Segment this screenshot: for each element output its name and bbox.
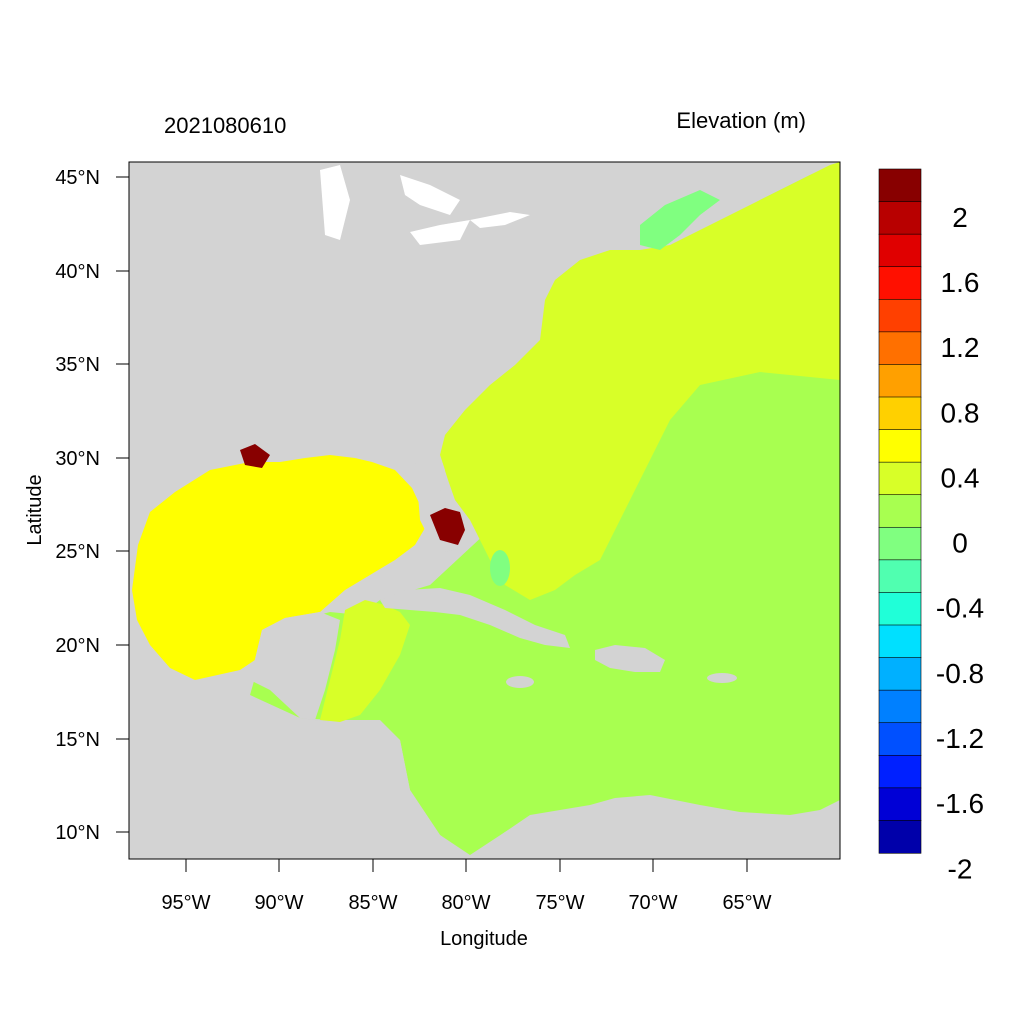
south-florida-surge: [430, 508, 465, 545]
variable-title: Elevation (m): [676, 108, 806, 133]
colorbar-label: 0.4: [941, 462, 980, 493]
colorbar-swatch: [878, 559, 922, 594]
colorbar-swatch: [878, 526, 922, 561]
colorbar-swatch: [878, 298, 922, 333]
colorbar-swatch: [878, 201, 922, 235]
lat-tick-label: 10°N: [55, 822, 100, 844]
south-america-land: [470, 795, 840, 859]
colorbar-label: -1.2: [936, 723, 984, 754]
latitude-axis: [116, 176, 129, 833]
lon-tick-label: 85°W: [348, 892, 397, 914]
colorbar-swatch: [878, 364, 922, 398]
colorbar-label: -1.6: [936, 788, 984, 819]
colorbar-swatch: [878, 461, 922, 496]
x-axis-title: Longitude: [440, 928, 528, 950]
lat-tick-label: 25°N: [55, 541, 100, 563]
colorbar-swatch: [878, 396, 922, 431]
map-frame: [128, 161, 841, 860]
colorbar-swatch: [878, 722, 922, 756]
great-lakes: [320, 165, 470, 245]
colorbar-swatch: [878, 689, 922, 724]
colorbar-swatch: [878, 657, 922, 691]
colorbar-label: 1.6: [941, 267, 980, 298]
colorbar-label: -2: [948, 853, 973, 884]
caribbean-western-yellowgreen: [320, 600, 410, 722]
colorbar: [878, 168, 922, 854]
lat-tick-label: 15°N: [55, 729, 100, 751]
lat-tick-label: 40°N: [55, 261, 100, 283]
colorbar-swatch: [878, 592, 922, 626]
lon-tick-label: 80°W: [441, 892, 490, 914]
jamaica-land: [506, 676, 534, 688]
colorbar-labels: 2 1.6 1.2 0.8 0.4 0 -0.4 -0.8 -1.2 -1.6 -2: [936, 202, 984, 884]
colorbar-swatch: [878, 168, 922, 203]
colorbar-swatch: [878, 494, 922, 528]
lat-tick-label: 30°N: [55, 448, 100, 470]
colorbar-swatch: [878, 331, 922, 366]
colorbar-label: 2: [952, 202, 968, 233]
run-timestamp-title: 2021080610: [164, 113, 286, 138]
colorbar-swatch: [878, 233, 922, 268]
lon-tick-label: 70°W: [628, 892, 677, 914]
puerto-rico-land: [707, 673, 737, 683]
colorbar-label: 0: [952, 528, 968, 559]
louisiana-coast-surge: [240, 444, 270, 468]
yucatan-land: [250, 612, 340, 720]
colorbar-label: -0.8: [936, 658, 984, 689]
colorbar-label: 0.8: [941, 397, 980, 428]
hispaniola-land: [595, 645, 665, 672]
map-plot-area: [129, 162, 840, 859]
colorbar-swatch: [878, 429, 922, 463]
lon-tick-label: 75°W: [535, 892, 584, 914]
lon-tick-label: 95°W: [161, 892, 210, 914]
gulf-of-maine-region: [640, 190, 720, 250]
lat-tick-label: 20°N: [55, 635, 100, 657]
colorbar-swatch: [878, 624, 922, 659]
colorbar-label: 1.2: [941, 332, 980, 363]
lat-tick-label: 45°N: [55, 167, 100, 189]
lat-tick-label: 35°N: [55, 354, 100, 376]
cuba-land: [380, 588, 570, 648]
lon-tick-label: 65°W: [722, 892, 771, 914]
bahamas-shallows: [490, 550, 510, 586]
y-axis-title: Latitude: [24, 474, 46, 545]
colorbar-swatch: [878, 754, 922, 789]
colorbar-swatch: [878, 266, 922, 300]
lon-tick-label: 90°W: [254, 892, 303, 914]
western-atlantic-yellowgreen: [440, 162, 840, 600]
central-america-land: [129, 700, 470, 859]
colorbar-swatch: [878, 820, 922, 854]
colorbar-label: -0.4: [936, 593, 984, 624]
gulf-of-mexico-region: [132, 455, 425, 680]
longitude-axis: [185, 859, 748, 872]
lake-ontario: [470, 212, 530, 228]
colorbar-swatch: [878, 787, 922, 822]
